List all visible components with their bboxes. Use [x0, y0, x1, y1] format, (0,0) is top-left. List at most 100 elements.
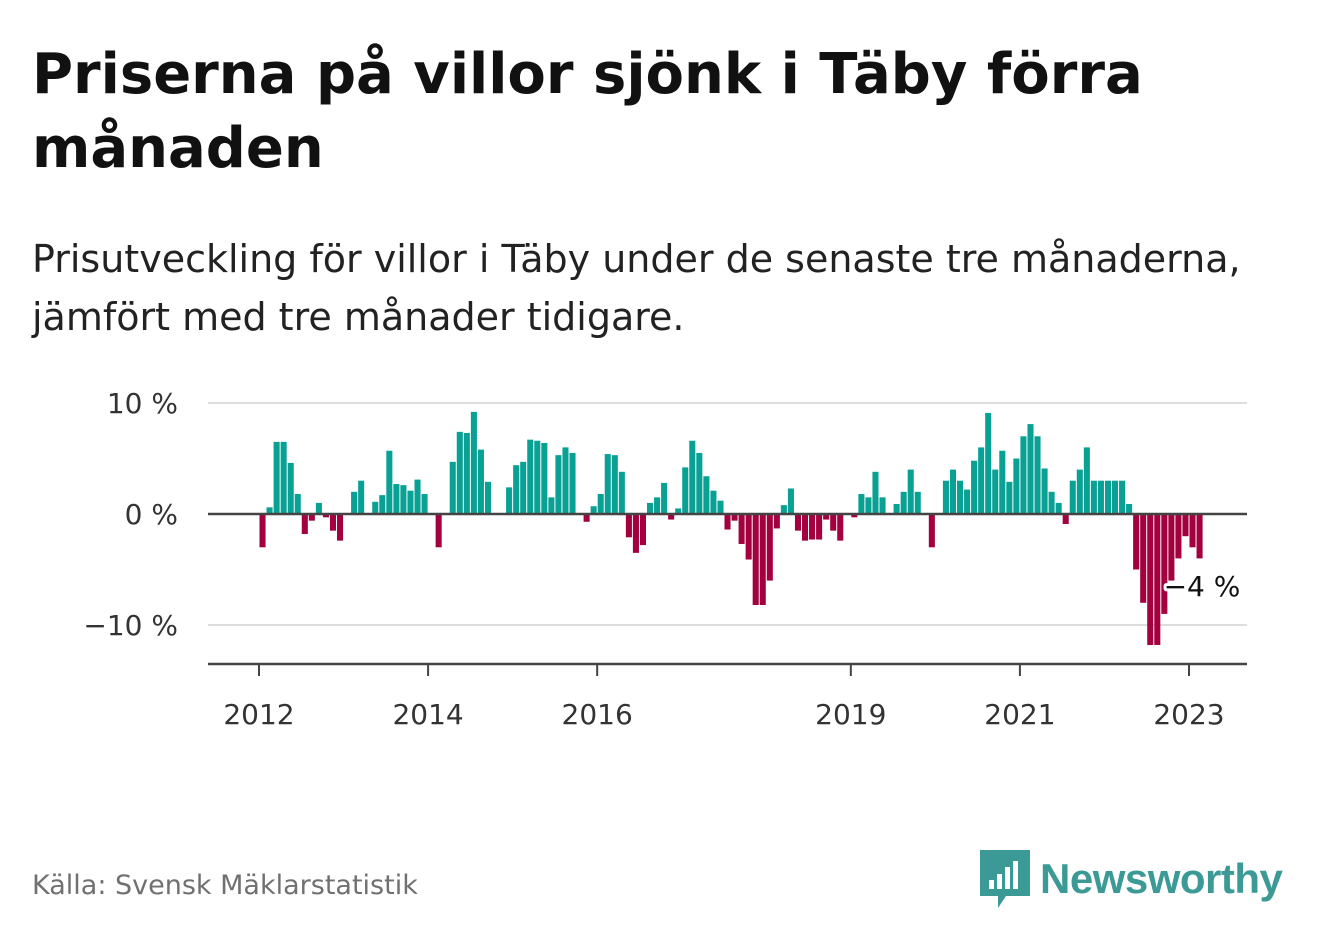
bar-1 [266, 507, 273, 514]
bar-35 [506, 487, 513, 514]
bar-chart: 10 % 0 % −10 % 2012 2014 2016 2019 2021 2023 −4 … [83, 387, 1247, 731]
bar-68 [738, 514, 745, 544]
bar-64 [710, 490, 717, 514]
axes [208, 512, 1247, 676]
bar-16 [372, 501, 379, 514]
bar-40 [541, 442, 548, 514]
bar-73 [773, 514, 780, 529]
bar-115 [1069, 480, 1076, 514]
bar-121 [1111, 480, 1119, 514]
bar-65 [717, 500, 724, 514]
bar-129 [1168, 514, 1175, 581]
bar-66 [724, 514, 731, 530]
bar-93 [914, 491, 921, 514]
bar-47 [590, 506, 597, 514]
chart-subtitle: Prisutveckling för villor i Täby under d… [32, 237, 1241, 339]
x-tick-label-5: 2023 [1153, 698, 1224, 731]
x-tick-label-2: 2016 [562, 698, 633, 731]
y-tick-label-2: −10 % [83, 609, 178, 642]
bar-124 [1133, 514, 1140, 570]
bar-132 [1189, 514, 1196, 548]
bar-126 [1147, 514, 1154, 645]
bar-131 [1182, 514, 1189, 537]
bar-88 [879, 497, 886, 514]
bar-59 [675, 508, 682, 514]
bar-130 [1175, 514, 1182, 559]
bar-56 [654, 497, 661, 514]
bars [259, 411, 1203, 645]
bar-17 [379, 495, 386, 514]
bar-70 [752, 514, 759, 606]
bar-92 [907, 469, 914, 514]
bar-74 [780, 505, 787, 514]
bar-105 [999, 450, 1006, 514]
bar-95 [928, 514, 935, 548]
bar-8 [315, 502, 322, 514]
bar-36 [513, 465, 520, 514]
bar-90 [893, 504, 900, 514]
bar-14 [358, 480, 365, 514]
bar-112 [1048, 491, 1055, 514]
bar-chart-badge-icon [980, 850, 1030, 908]
bar-104 [992, 469, 999, 514]
bar-18 [386, 450, 393, 514]
bar-103 [985, 412, 992, 514]
bar-122 [1119, 480, 1126, 514]
bar-44 [569, 452, 576, 514]
bar-116 [1076, 469, 1083, 514]
bar-43 [562, 447, 569, 514]
bar-84 [851, 514, 858, 518]
brand-logo: Newsworthy [980, 850, 1283, 908]
bar-57 [661, 482, 668, 514]
bar-127 [1154, 514, 1161, 645]
bar-111 [1041, 468, 1048, 514]
bar-133 [1196, 514, 1203, 559]
bar-102 [978, 447, 985, 514]
bar-67 [731, 514, 738, 521]
bar-78 [809, 514, 816, 540]
bar-79 [816, 514, 823, 540]
bar-27 [449, 461, 456, 514]
bar-28 [456, 431, 463, 514]
bar-42 [555, 455, 562, 514]
bar-30 [470, 411, 477, 514]
bar-38 [527, 439, 534, 514]
bar-19 [393, 484, 400, 514]
bar-77 [801, 514, 809, 541]
bar-49 [604, 454, 611, 514]
bar-7 [308, 514, 315, 521]
bar-50 [611, 455, 618, 514]
y-tick-label-1: 0 % [125, 498, 178, 531]
bar-86 [865, 497, 872, 514]
bar-3 [280, 441, 287, 514]
bar-6 [301, 514, 308, 534]
bar-82 [837, 514, 844, 541]
x-tick-label-0: 2012 [223, 698, 294, 731]
bar-98 [949, 469, 957, 514]
gridlines [208, 402, 1247, 626]
x-tick-label-1: 2014 [392, 698, 463, 731]
bar-91 [900, 491, 907, 514]
tick-labels: 10 % 0 % −10 % 2012 2014 2016 2019 2021 2023 [83, 387, 1224, 731]
bar-21 [407, 490, 414, 514]
bar-75 [787, 488, 794, 514]
annotations: −4 % [1161, 567, 1244, 606]
bar-13 [351, 491, 358, 514]
bar-58 [668, 514, 675, 520]
bar-119 [1097, 480, 1104, 514]
bar-31 [477, 449, 484, 514]
bar-2 [273, 441, 280, 514]
bar-106 [1006, 481, 1013, 514]
bar-100 [964, 489, 971, 514]
bar-118 [1090, 480, 1097, 514]
bar-61 [689, 440, 696, 514]
bar-46 [583, 514, 590, 522]
bar-107 [1013, 458, 1020, 514]
bar-101 [971, 460, 978, 514]
bar-22 [414, 479, 421, 514]
bar-69 [745, 514, 752, 560]
bar-117 [1083, 447, 1090, 514]
bar-114 [1062, 514, 1069, 524]
bar-48 [597, 494, 604, 514]
bar-53 [632, 514, 639, 553]
